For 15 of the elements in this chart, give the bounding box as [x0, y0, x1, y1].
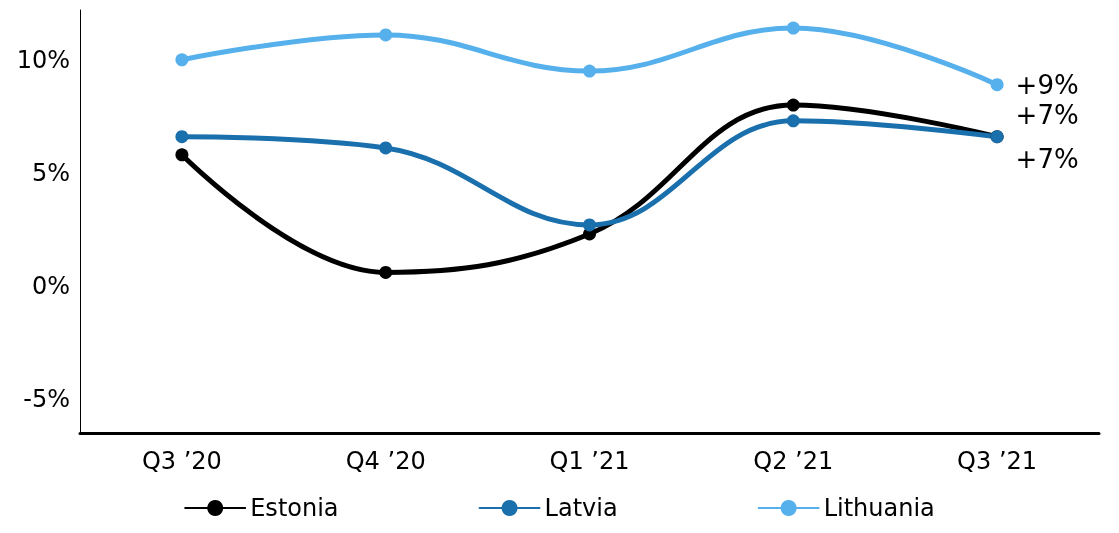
x-tick-label: Q1 ’21: [549, 447, 630, 475]
data-label: +7%: [1015, 143, 1079, 174]
y-tick-label: 10%: [16, 45, 70, 74]
x-tick-label: Q2 ’21: [753, 447, 834, 475]
legend-label: Estonia: [250, 494, 339, 522]
legend-label: Lithuania: [823, 494, 935, 522]
x-tick-label: Q3 ’20: [141, 447, 222, 475]
y-tick-label: 5%: [31, 158, 70, 187]
x-tick-label: Q3 ’21: [957, 447, 1038, 475]
y-tick-label: 0%: [31, 271, 70, 300]
x-tick-label: Q4 ’20: [345, 447, 426, 475]
y-tick-label: -5%: [23, 385, 70, 414]
legend-label: Latvia: [544, 494, 618, 522]
data-label: +7%: [1015, 99, 1079, 130]
data-label: +9%: [1015, 69, 1079, 100]
